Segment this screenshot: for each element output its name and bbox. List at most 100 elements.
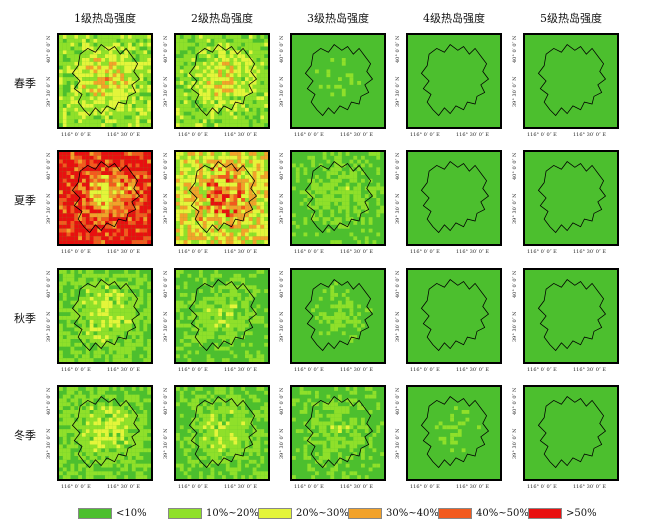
legend-label: 40%~50% — [476, 508, 529, 519]
x-tick-label: 116° 30′ 0″ E — [107, 132, 141, 138]
x-tick-label: 116° 30′ 0″ E — [107, 367, 141, 373]
y-tick-label: 40° 0′ 0″ N — [512, 35, 518, 63]
city-boundary — [537, 161, 607, 234]
column-title-3: 3级热岛强度 — [307, 12, 369, 25]
city-boundary — [188, 44, 258, 117]
map-raster — [176, 152, 268, 244]
y-tick-label: 39° 30′ 0″ N — [395, 311, 401, 342]
y-tick-label: 40° 0′ 0″ N — [46, 152, 52, 180]
row-label-1: 春季 — [14, 77, 36, 90]
x-tick-label: 116° 30′ 0″ E — [573, 132, 607, 138]
map-raster — [176, 270, 268, 362]
map-raster — [408, 270, 500, 362]
y-tick-label: 40° 0′ 0″ N — [279, 270, 285, 298]
map-raster — [176, 387, 268, 479]
map-panel-r4-c5 — [523, 385, 619, 481]
x-tick-label: 116° 0′ 0″ E — [410, 249, 440, 255]
legend-label: 20%~30% — [296, 508, 349, 519]
y-tick-label: 39° 30′ 0″ N — [279, 311, 285, 342]
city-boundary — [304, 279, 374, 352]
city-boundary — [188, 396, 258, 469]
x-tick-label: 116° 30′ 0″ E — [224, 484, 258, 490]
y-tick-label: 39° 30′ 0″ N — [279, 428, 285, 459]
map-panel-r2-c5 — [523, 150, 619, 246]
x-tick-label: 116° 30′ 0″ E — [107, 249, 141, 255]
legend-swatch — [168, 508, 202, 519]
city-boundary — [537, 396, 607, 469]
city-boundary — [420, 396, 490, 469]
y-tick-label: 39° 30′ 0″ N — [279, 193, 285, 224]
map-raster — [525, 387, 617, 479]
map-panel-r4-c1 — [57, 385, 153, 481]
map-panel-r2-c1 — [57, 150, 153, 246]
y-tick-label: 39° 30′ 0″ N — [163, 76, 169, 107]
x-tick-label: 116° 0′ 0″ E — [178, 249, 208, 255]
legend-swatch — [258, 508, 292, 519]
map-raster — [408, 152, 500, 244]
x-tick-label: 116° 0′ 0″ E — [527, 132, 557, 138]
city-boundary — [71, 44, 141, 117]
y-tick-label: 40° 0′ 0″ N — [395, 35, 401, 63]
map-panel-r3-c1 — [57, 268, 153, 364]
y-tick-label: 39° 30′ 0″ N — [46, 193, 52, 224]
city-boundary — [304, 44, 374, 117]
y-tick-label: 39° 30′ 0″ N — [163, 428, 169, 459]
row-label-2: 夏季 — [14, 194, 36, 207]
legend-label: 10%~20% — [206, 508, 259, 519]
y-tick-label: 39° 30′ 0″ N — [163, 311, 169, 342]
x-tick-label: 116° 0′ 0″ E — [61, 484, 91, 490]
map-panel-r1-c2 — [174, 33, 270, 129]
x-tick-label: 116° 30′ 0″ E — [224, 132, 258, 138]
y-tick-label: 40° 0′ 0″ N — [279, 152, 285, 180]
map-raster — [525, 35, 617, 127]
y-tick-label: 40° 0′ 0″ N — [163, 270, 169, 298]
y-tick-label: 40° 0′ 0″ N — [395, 152, 401, 180]
city-boundary — [71, 161, 141, 234]
map-raster — [292, 35, 384, 127]
map-panel-r2-c2 — [174, 150, 270, 246]
x-tick-label: 116° 30′ 0″ E — [340, 132, 374, 138]
y-tick-label: 39° 30′ 0″ N — [395, 76, 401, 107]
x-tick-label: 116° 0′ 0″ E — [294, 484, 324, 490]
x-tick-label: 116° 30′ 0″ E — [340, 367, 374, 373]
map-panel-r2-c3 — [290, 150, 386, 246]
y-tick-label: 40° 0′ 0″ N — [163, 152, 169, 180]
y-tick-label: 40° 0′ 0″ N — [395, 387, 401, 415]
legend-label: <10% — [116, 508, 147, 519]
x-tick-label: 116° 30′ 0″ E — [573, 484, 607, 490]
map-raster — [59, 270, 151, 362]
y-tick-label: 40° 0′ 0″ N — [279, 387, 285, 415]
map-raster — [525, 152, 617, 244]
x-tick-label: 116° 0′ 0″ E — [61, 132, 91, 138]
x-tick-label: 116° 0′ 0″ E — [527, 249, 557, 255]
legend-swatch — [78, 508, 112, 519]
map-panel-r1-c3 — [290, 33, 386, 129]
map-raster — [408, 387, 500, 479]
legend-label: 30%~40% — [386, 508, 439, 519]
y-tick-label: 40° 0′ 0″ N — [163, 35, 169, 63]
x-tick-label: 116° 0′ 0″ E — [410, 367, 440, 373]
x-tick-label: 116° 30′ 0″ E — [573, 249, 607, 255]
map-raster — [59, 35, 151, 127]
map-raster — [292, 387, 384, 479]
map-raster — [59, 387, 151, 479]
x-tick-label: 116° 0′ 0″ E — [178, 132, 208, 138]
y-tick-label: 40° 0′ 0″ N — [512, 270, 518, 298]
map-panel-r3-c3 — [290, 268, 386, 364]
map-panel-r2-c4 — [406, 150, 502, 246]
city-boundary — [71, 396, 141, 469]
y-tick-label: 39° 30′ 0″ N — [46, 76, 52, 107]
map-panel-r4-c3 — [290, 385, 386, 481]
y-tick-label: 39° 30′ 0″ N — [395, 193, 401, 224]
x-tick-label: 116° 0′ 0″ E — [410, 484, 440, 490]
x-tick-label: 116° 0′ 0″ E — [294, 132, 324, 138]
y-tick-label: 40° 0′ 0″ N — [512, 152, 518, 180]
y-tick-label: 40° 0′ 0″ N — [46, 387, 52, 415]
map-panel-r4-c4 — [406, 385, 502, 481]
city-boundary — [537, 279, 607, 352]
x-tick-label: 116° 30′ 0″ E — [224, 367, 258, 373]
x-tick-label: 116° 0′ 0″ E — [410, 132, 440, 138]
x-tick-label: 116° 30′ 0″ E — [224, 249, 258, 255]
legend-swatch — [438, 508, 472, 519]
city-boundary — [304, 396, 374, 469]
